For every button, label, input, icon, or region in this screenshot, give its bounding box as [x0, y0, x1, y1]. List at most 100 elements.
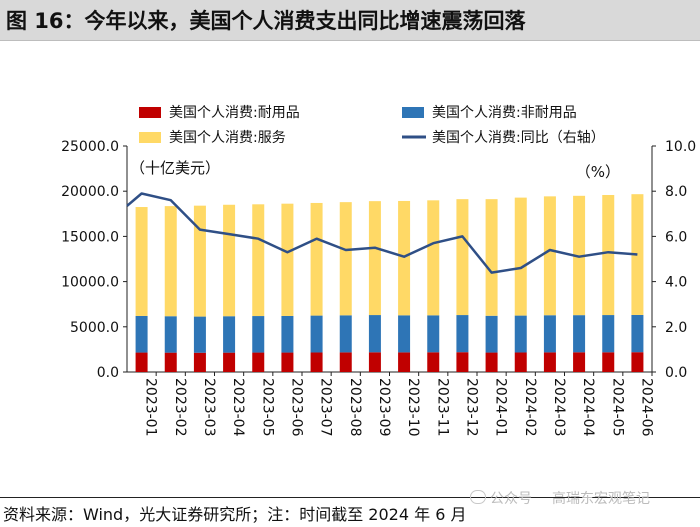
bar-segment-3	[543, 196, 556, 316]
right-tick-label: 8.0	[665, 184, 687, 200]
bar-segment-3	[164, 206, 177, 317]
bar-segment-2	[398, 315, 411, 353]
bar-segment-2	[310, 315, 323, 353]
bar-segment-3	[514, 197, 527, 316]
bar-segment-2	[252, 316, 265, 353]
bar-segment-1	[427, 352, 440, 372]
left-tick-label: 20000.0	[61, 184, 119, 200]
bar-segment-2	[485, 315, 498, 353]
right-axis-unit-label: （%）	[576, 163, 620, 181]
left-tick-label: 25000.0	[61, 139, 119, 155]
x-tick-label: 2023-09	[376, 378, 392, 437]
bar-segment-1	[281, 352, 294, 372]
title-bar: 图 16：今年以来，美国个人消费支出同比增速震荡回落	[0, 0, 700, 41]
figure-title: 图 16：今年以来，美国个人消费支出同比增速震荡回落	[6, 9, 526, 33]
bar-segment-1	[135, 352, 148, 372]
bar-segment-2	[193, 316, 206, 353]
bar-segment-3	[310, 202, 323, 316]
bar-segment-1	[164, 352, 177, 372]
right-tick-label: 0.0	[665, 365, 687, 381]
x-tick-label: 2023-06	[288, 378, 304, 437]
bar-segment-1	[223, 352, 236, 372]
right-tick-label: 10.0	[665, 139, 696, 155]
x-tick-label: 2024-05	[609, 378, 625, 437]
bar-segment-1	[573, 352, 586, 372]
bar-segment-2	[339, 315, 352, 353]
bar-segment-1	[398, 352, 411, 372]
wechat-icon	[470, 490, 486, 504]
legend-swatch-3	[139, 132, 161, 143]
bar-segment-1	[631, 352, 644, 372]
bar-segment-2	[543, 315, 556, 353]
left-tick-label: 15000.0	[61, 229, 119, 245]
bar-segment-3	[427, 200, 440, 316]
bar-segment-2	[456, 315, 469, 353]
bar-segment-3	[368, 201, 381, 316]
left-tick-label: 10000.0	[61, 275, 119, 291]
bar-segment-2	[602, 315, 615, 353]
bar-segment-1	[485, 352, 498, 372]
bar-segment-2	[631, 314, 644, 353]
x-tick-label: 2023-01	[143, 378, 159, 437]
x-tick-label: 2024-01	[493, 378, 509, 437]
bar-segment-1	[368, 352, 381, 372]
right-tick-label: 4.0	[665, 275, 687, 291]
right-tick-label: 6.0	[665, 229, 687, 245]
bar-segment-1	[602, 352, 615, 372]
bar-segment-3	[398, 200, 411, 316]
right-tick-label: 2.0	[665, 320, 687, 336]
watermark-name: 高瑞东宏观笔记	[552, 491, 650, 507]
bar-segment-2	[573, 315, 586, 353]
x-tick-label: 2023-11	[434, 378, 450, 437]
legend-label-3: 美国个人消费:服务	[169, 130, 286, 146]
watermark: 公众号 高瑞东宏观笔记	[470, 488, 650, 508]
source-note: 资料来源：Wind，光大证券研究所；注：时间截至 2024 年 6 月	[3, 505, 467, 524]
x-tick-label: 2024-03	[551, 378, 567, 437]
bar-segment-2	[368, 315, 381, 353]
x-tick-label: 2023-10	[405, 378, 421, 437]
bar-segment-1	[456, 352, 469, 372]
x-tick-label: 2024-06	[638, 378, 654, 437]
bar-segment-1	[310, 352, 323, 372]
x-tick-label: 2023-08	[347, 378, 363, 437]
bar-segment-1	[252, 352, 265, 372]
bar-segment-2	[223, 316, 236, 353]
bar-segment-3	[193, 205, 206, 317]
bar-segment-3	[631, 194, 644, 315]
bar-segment-3	[602, 194, 615, 316]
bar-segment-2	[164, 316, 177, 353]
x-tick-label: 2023-05	[259, 378, 275, 437]
x-tick-label: 2024-04	[580, 378, 596, 437]
footer-divider	[0, 497, 700, 498]
bar-segment-3	[456, 199, 469, 316]
left-tick-label: 0.0	[97, 365, 119, 381]
bar-segment-2	[135, 315, 148, 353]
bar-segment-1	[339, 352, 352, 372]
bar-segment-3	[281, 203, 294, 316]
x-tick-label: 2023-07	[318, 378, 334, 437]
bar-segment-3	[339, 202, 352, 316]
bar-segment-3	[223, 204, 236, 317]
left-axis-unit-label: （十亿美元）	[130, 159, 220, 177]
bar-segment-2	[514, 315, 527, 353]
x-tick-label: 2023-12	[463, 378, 479, 437]
bar-segment-3	[135, 207, 148, 316]
legend-label-1: 美国个人消费:耐用品	[169, 105, 300, 121]
legend-swatch-1	[139, 107, 161, 118]
left-tick-label: 5000.0	[70, 320, 119, 336]
bar-segment-2	[281, 315, 294, 353]
bar-segment-3	[252, 204, 265, 317]
bar-segment-1	[543, 352, 556, 372]
legend-label-4: 美国个人消费:同比（右轴）	[432, 130, 605, 146]
x-tick-label: 2023-03	[201, 378, 217, 437]
yoy-line-series	[126, 192, 638, 274]
x-tick-label: 2023-04	[230, 378, 246, 437]
bar-segment-1	[193, 352, 206, 372]
legend-label-2: 美国个人消费:非耐用品	[432, 105, 577, 121]
bar-segment-1	[514, 352, 527, 372]
x-tick-label: 2023-02	[172, 378, 188, 437]
watermark-account: 公众号	[490, 491, 532, 507]
x-tick-label: 2024-02	[522, 378, 538, 437]
bar-segment-2	[427, 315, 440, 353]
